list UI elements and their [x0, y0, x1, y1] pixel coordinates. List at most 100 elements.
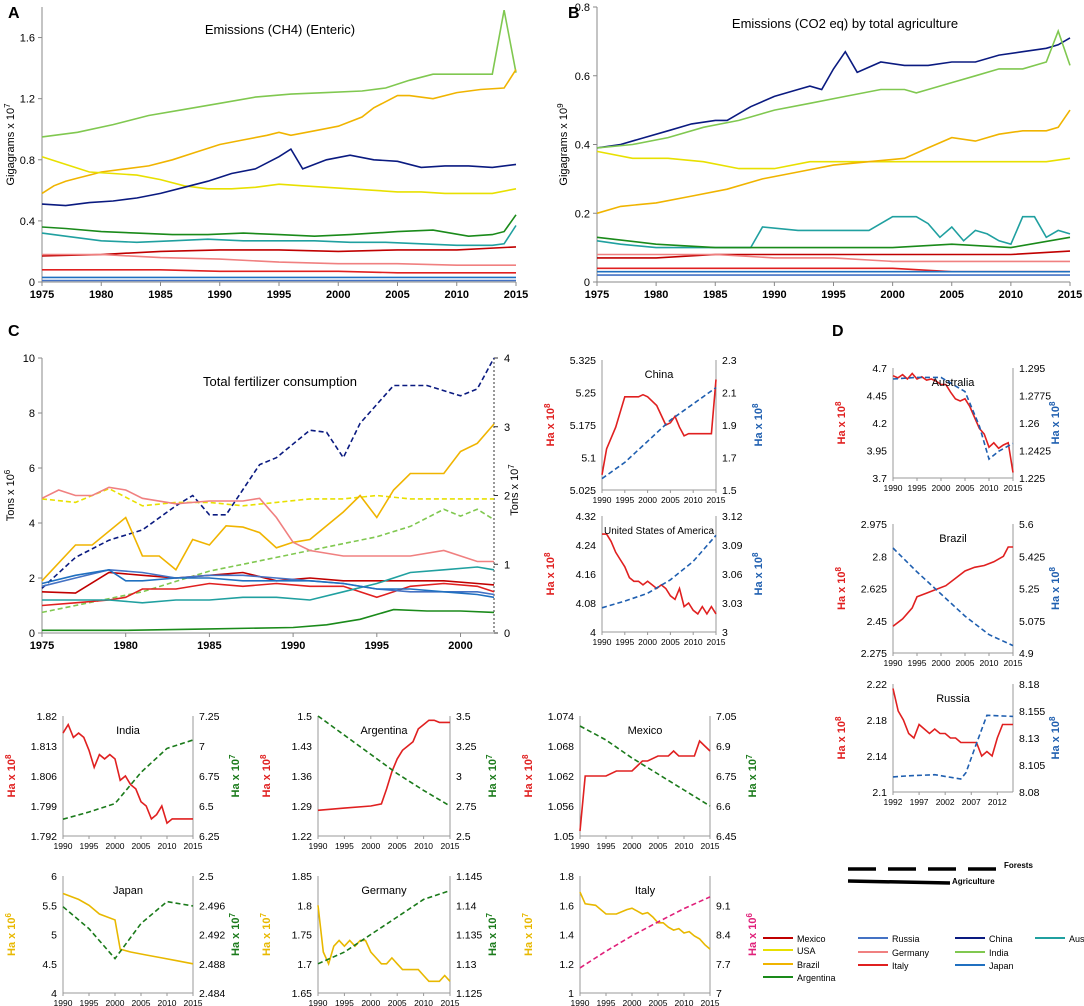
x-tick-label: 1980 [644, 289, 668, 301]
y-tick-label: 5.175 [570, 420, 596, 432]
x-tick-label: 1995 [908, 483, 927, 493]
y2-tick-label: 2.3 [722, 355, 737, 367]
panel-letter: A [8, 5, 20, 22]
y2-tick-label: 7.05 [716, 711, 737, 723]
x-tick-label: 2015 [701, 841, 720, 851]
series-line-mexico [41, 246, 517, 257]
y2-axis-label: Ha x 108 [751, 552, 765, 596]
series-line-usa [596, 150, 1071, 170]
legend-item-australia: Australia [1035, 934, 1084, 944]
y2-tick-label: 7.7 [716, 959, 731, 971]
x-tick-label: 1990 [281, 640, 305, 652]
y-tick-label: 4.7 [872, 363, 887, 375]
series-line-australia [41, 225, 517, 247]
series-line-germany [597, 253, 1070, 263]
x-tick-label: 2015 [707, 495, 726, 505]
series-line-forests [62, 900, 194, 960]
y2-tick-label: 1.125 [456, 988, 482, 1000]
y-tick-label: 4.2 [872, 418, 887, 430]
y2-tick-label: 3.06 [722, 569, 743, 581]
series-line-agriculture [317, 905, 451, 983]
y-tick-label: 1.068 [548, 741, 574, 753]
y2-tick-label: 8.08 [1019, 787, 1040, 799]
y2-tick-label: 3 [504, 422, 510, 434]
y-axis-label: Ha x 108 [834, 401, 848, 445]
y2-tick-label: 3.03 [722, 598, 743, 610]
small-panel-argentina: 1990 1995 2000 2005 2010 2015 1.22 1.29 1.36 1.43… [259, 711, 499, 851]
series-line-italy [42, 268, 516, 274]
y-tick-label: 4.24 [576, 540, 597, 552]
small-panel-italy: 1990 1995 2000 2005 2010 2015 1 1.2 1.4 1.6 1.8 7 7.… [521, 871, 759, 1006]
y2-tick-label: 1.26 [1019, 418, 1040, 430]
y-tick-label: 0.2 [575, 208, 590, 220]
y-tick-label: 5.325 [570, 355, 596, 367]
x-tick-label: 1995 [80, 998, 99, 1006]
legend-item-usa: USA [763, 946, 816, 956]
y-axis-label: Gigagrams x 109 [556, 103, 570, 186]
x-tick-label: 1990 [762, 289, 786, 301]
y-tick-label: 1.799 [31, 801, 57, 813]
x-tick-label: 2005 [940, 289, 964, 301]
legend-label: Russia [892, 934, 920, 944]
x-tick-label: 1995 [821, 289, 845, 301]
y2-tick-label: 1.295 [1019, 363, 1045, 375]
y2-axis-label: Ha x 107 [228, 754, 242, 798]
y-axis-label: Ha x 108 [259, 754, 273, 798]
x-tick-label: 2005 [132, 998, 151, 1006]
y-tick-label: 10 [23, 353, 35, 365]
x-tick-label: 2000 [361, 998, 380, 1006]
y-tick-label: 4.16 [576, 569, 597, 581]
x-tick-label: 2000 [880, 289, 904, 301]
x-tick-label: 2015 [184, 841, 203, 851]
agriculture-line-sample [847, 879, 951, 885]
series-line-japan [41, 568, 495, 599]
y-tick-label: 1.85 [292, 871, 313, 883]
y-axis-label: Ha x 107 [259, 912, 273, 956]
y-tick-label: 2.45 [867, 616, 888, 628]
y2-tick-label: 1.13 [456, 959, 477, 971]
x-tick-label: 2000 [361, 841, 380, 851]
y2-tick-label: 7 [199, 741, 205, 753]
legend-item-japan: Japan [955, 961, 1014, 971]
series-line-agriculture [62, 722, 193, 825]
x-tick-label: 1985 [197, 640, 221, 652]
series-line-forests [317, 715, 451, 807]
series-line-argentina [41, 214, 517, 238]
line-style-key: Forests Agriculture [847, 861, 1033, 886]
y2-axis-label: Ha x 107 [485, 912, 499, 956]
legend-label: Japan [989, 961, 1014, 971]
y-tick-label: 1.82 [37, 711, 58, 723]
series-line-forests [579, 896, 711, 969]
series-line-australia [596, 215, 1071, 249]
x-tick-label: 2015 [441, 998, 460, 1006]
series-line-agriculture [62, 892, 194, 965]
y-tick-label: 2 [29, 573, 35, 585]
y-tick-label: 1.8 [297, 900, 312, 912]
y2-tick-label: 8.105 [1019, 760, 1045, 772]
x-tick-label: 2015 [707, 637, 726, 647]
y2-tick-label: 9.1 [716, 900, 731, 912]
y-tick-label: 2.975 [861, 519, 887, 531]
x-tick-label: 2000 [638, 495, 657, 505]
small-panel-russia: 1992 1997 2002 2007 2012 2.1 2.14 2.18 2.22 8.08 8… [834, 679, 1062, 807]
y-tick-label: 1.2 [20, 94, 35, 106]
series-line-forests [601, 386, 717, 480]
y-tick-label: 3.7 [872, 473, 887, 485]
y-tick-label: 1.43 [292, 741, 313, 753]
y-tick-label: 5.025 [570, 485, 596, 497]
y-tick-label: 5.5 [42, 900, 57, 912]
x-tick-label: 2005 [132, 841, 151, 851]
forests-label: Forests [1004, 861, 1033, 870]
y-tick-label: 1 [568, 988, 574, 1000]
series-line-germany [41, 486, 494, 563]
y-tick-label: 5 [51, 930, 57, 942]
y-axis-label: Ha x 108 [543, 403, 557, 447]
y-tick-label: 0.4 [20, 216, 35, 228]
y2-axis-label: Ha x 107 [228, 912, 242, 956]
y-tick-label: 4 [51, 988, 57, 1000]
y2-tick-label: 2.484 [199, 988, 225, 1000]
panel-A: 1975 1980 1985 1990 1995 2000 2005 2010 2015 0 0.4… [3, 5, 528, 301]
series-line-brazil [596, 109, 1071, 215]
series-line-australia [42, 566, 495, 604]
